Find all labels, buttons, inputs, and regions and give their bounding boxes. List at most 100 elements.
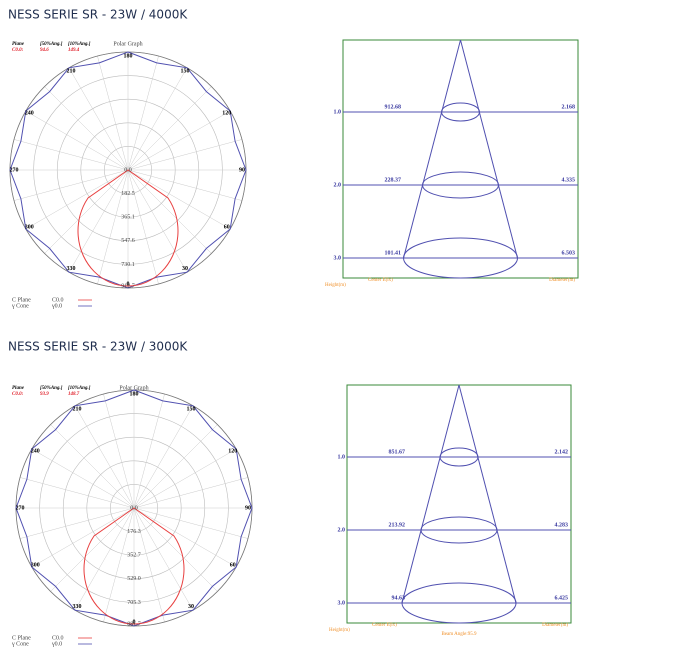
- legend-value: γ0.0: [51, 641, 62, 647]
- cone-frame: [342, 39, 579, 279]
- footer-diameter: Diameter(m): [542, 623, 568, 628]
- c-plane-curve: [15, 389, 253, 627]
- polar-spoke: [127, 67, 188, 171]
- legend-label: C Plane: [12, 635, 31, 641]
- polar-value: 149.4: [68, 48, 80, 53]
- polar-spoke: [127, 55, 159, 171]
- angle-label: 0: [133, 619, 136, 625]
- legend-label: γ Cone: [11, 303, 29, 309]
- polar-header: [50%Ang.]: [40, 386, 63, 391]
- footer-center: Center E(lx): [372, 623, 397, 628]
- polar-header: Plane: [12, 386, 25, 391]
- angle-label: 180: [124, 53, 133, 59]
- polar-spoke: [50, 507, 135, 592]
- center-illuminance: 851.67: [389, 449, 406, 455]
- height-axis-label: Height(m): [325, 283, 346, 288]
- radial-label: 0.0: [124, 167, 132, 173]
- angle-label: 210: [73, 407, 82, 413]
- angle-label: 60: [230, 562, 236, 568]
- polar-spoke: [68, 67, 129, 171]
- polar-spoke: [127, 86, 212, 171]
- polar-spoke: [50, 424, 135, 509]
- cone-ellipse: [441, 102, 480, 122]
- polar-spoke: [74, 405, 135, 509]
- angle-label: 300: [25, 224, 34, 230]
- angle-label: 180: [130, 391, 139, 397]
- polar-spoke: [133, 507, 218, 592]
- c-plane-curve: [9, 51, 247, 289]
- polar-spoke: [127, 169, 159, 285]
- polar-spoke: [97, 169, 129, 285]
- polar-value: 148.7: [68, 392, 80, 397]
- diameter: 6.425: [555, 595, 569, 601]
- polar-spoke: [133, 507, 194, 611]
- cone-frame: [346, 384, 572, 624]
- legend-value: C0.0: [52, 635, 64, 641]
- polar-header: [50%Ang.]: [40, 42, 63, 47]
- radial-label: 881.7: [127, 621, 141, 627]
- center-illuminance: 912.68: [385, 104, 402, 110]
- polar-value: C0.0:: [12, 392, 24, 397]
- legend-label: γ Cone: [11, 641, 29, 647]
- angle-label: 30: [188, 604, 194, 610]
- cone-edge: [401, 384, 460, 604]
- radial-label: 547.6: [121, 238, 135, 244]
- legend-label: C Plane: [12, 297, 31, 303]
- cone-edge: [458, 384, 517, 604]
- footer-center: Center E(lx): [368, 278, 393, 283]
- angle-label: 270: [16, 505, 25, 511]
- section-title: NESS SERIE SR - 23W / 3000K: [8, 340, 188, 354]
- polar-spoke: [68, 169, 129, 273]
- angle-label: 60: [224, 224, 230, 230]
- diameter: 6.503: [562, 250, 576, 256]
- angle-label: 240: [31, 448, 40, 454]
- height-label: 3.0: [338, 600, 346, 606]
- center-illuminance: 94.63: [392, 595, 406, 601]
- angle-label: 90: [245, 505, 251, 511]
- polar-spoke: [127, 169, 212, 254]
- polar-spoke: [133, 477, 249, 509]
- height-axis-label: Height(m): [329, 628, 350, 633]
- center-illuminance: 213.92: [389, 522, 406, 528]
- angle-label: 150: [187, 407, 196, 413]
- polar-value: C0.0:: [12, 48, 24, 53]
- polar-spoke: [44, 86, 129, 171]
- center-illuminance: 101.41: [385, 250, 402, 256]
- angle-label: 120: [222, 110, 231, 116]
- radial-label: 0.0: [130, 505, 138, 511]
- polar-header: [10%Ang.]: [68, 42, 91, 47]
- diameter: 2.168: [562, 104, 576, 110]
- cone-ellipse: [422, 171, 499, 199]
- polar-spoke: [19, 477, 135, 509]
- radial-label: 352.7: [127, 553, 141, 559]
- angle-label: 0: [127, 281, 130, 287]
- polar-header: [10%Ang.]: [68, 386, 91, 391]
- beam-angle: Beam Angle:95.9: [442, 632, 477, 637]
- radial-label: 176.3: [127, 529, 141, 535]
- polar-spoke: [127, 169, 243, 201]
- footer-diameter: Diameter(m): [549, 278, 575, 283]
- angle-label: 330: [73, 604, 82, 610]
- gamma-cone-curve: [77, 169, 179, 287]
- radial-label: 912.7: [121, 283, 135, 289]
- cone-ellipse: [420, 516, 498, 544]
- polar-spoke: [74, 507, 135, 611]
- angle-label: 240: [25, 110, 34, 116]
- polar-spoke: [133, 507, 165, 623]
- angle-label: 210: [67, 69, 76, 75]
- polar-spoke: [133, 448, 237, 509]
- legend-value: γ0.0: [51, 303, 62, 309]
- radial-label: 365.1: [121, 215, 135, 221]
- polar-spoke: [19, 507, 135, 539]
- polar-spoke: [31, 507, 135, 568]
- polar-header: Plane: [12, 42, 25, 47]
- cone-ellipse: [403, 237, 518, 279]
- radial-label: 529.0: [127, 576, 141, 582]
- radial-label: 730.1: [121, 262, 135, 268]
- polar-value: 93.9: [40, 392, 49, 397]
- polar-spoke: [133, 393, 165, 509]
- diameter: 4.335: [562, 177, 576, 183]
- cone-edge: [403, 39, 461, 259]
- height-label: 1.0: [338, 454, 346, 460]
- polar-spoke: [13, 139, 129, 171]
